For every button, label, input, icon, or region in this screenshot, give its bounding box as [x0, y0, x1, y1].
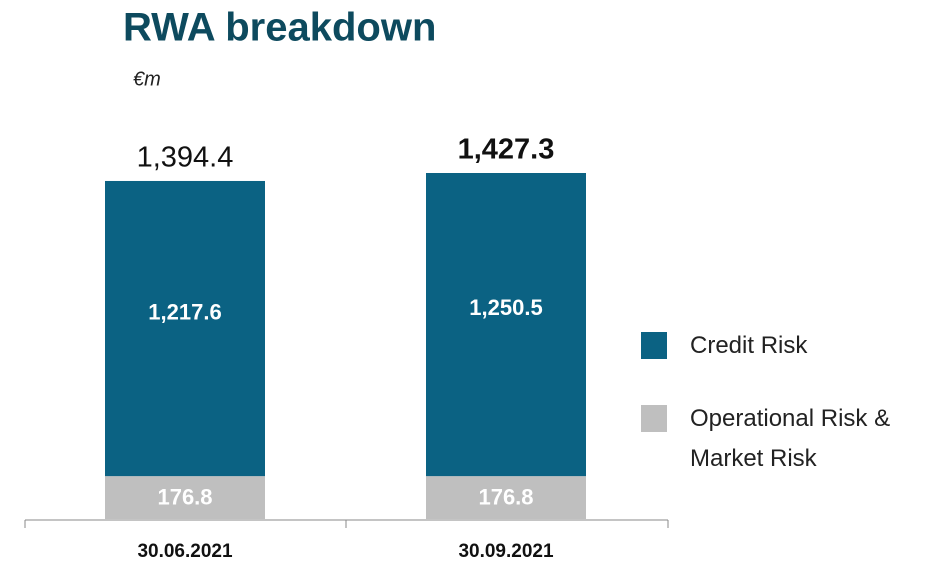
bar-segment	[426, 476, 586, 519]
x-tick-label: 30.09.2021	[458, 541, 554, 562]
legend-swatch	[641, 405, 667, 432]
value-label: 176.8	[478, 484, 533, 509]
value-label: 1,250.5	[469, 295, 542, 320]
total-label: 1,427.3	[458, 134, 555, 166]
subtitle: €m	[133, 68, 161, 90]
value-label: 176.8	[157, 484, 212, 509]
legend-label: Operational Risk & Market Risk	[690, 405, 891, 472]
value-label: 1,217.6	[148, 300, 221, 325]
bar-segment	[105, 476, 265, 519]
legend-item: Credit Risk	[641, 332, 920, 366]
legend-label: Credit Risk	[690, 332, 808, 359]
legend-item: Operational Risk & Market Risk	[641, 405, 920, 479]
total-label: 1,394.4	[137, 142, 234, 174]
legend-swatch	[641, 332, 667, 359]
bar-segment	[426, 173, 586, 477]
x-tick-label: 30.06.2021	[137, 541, 233, 562]
bar-segment	[105, 180, 265, 477]
chart-title: RWA breakdown	[123, 6, 436, 50]
